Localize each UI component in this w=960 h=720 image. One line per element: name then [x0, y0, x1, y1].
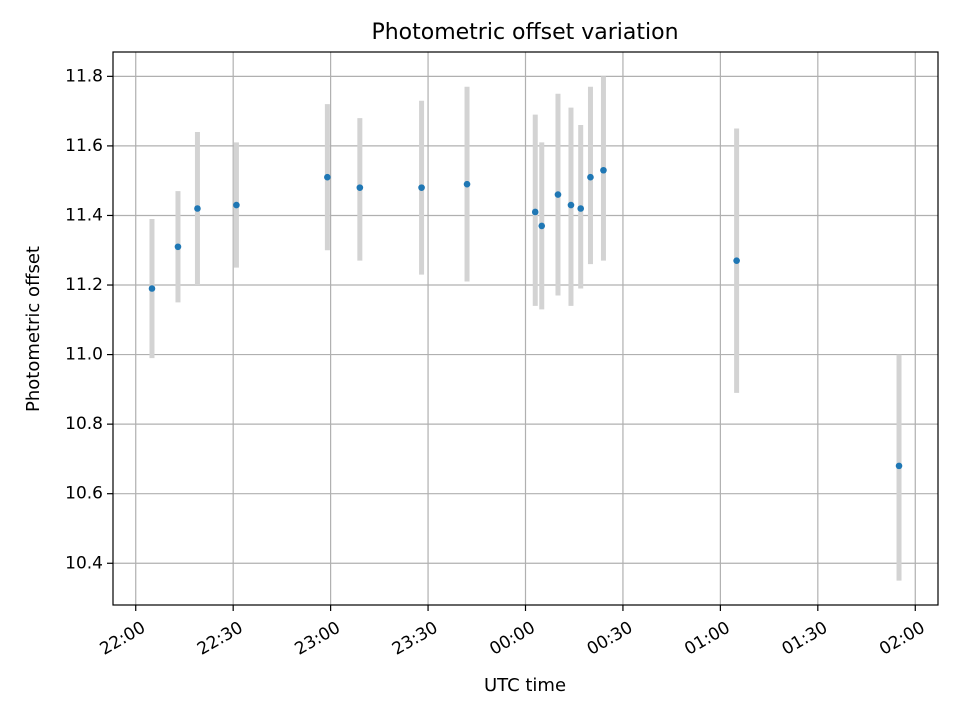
grid-lines [113, 52, 938, 605]
data-point [531, 208, 539, 216]
y-tick-label: 11.0 [65, 345, 103, 365]
data-point [418, 184, 425, 191]
data-point [600, 166, 607, 174]
data-point [194, 205, 201, 212]
y-tick-label: 11.4 [65, 205, 103, 225]
data-point [148, 285, 156, 292]
data-point [577, 205, 585, 212]
y-tick-label: 11.6 [65, 136, 103, 156]
chart-title: Photometric offset variation [371, 20, 678, 45]
data-point [463, 180, 471, 188]
y-tick-label: 10.6 [65, 484, 103, 504]
data-point [554, 191, 562, 198]
data-point [587, 173, 594, 181]
y-axis-ticks: 10.4 10.6 10.8 11.0 11.2 11.4 11.6 11.8 [65, 66, 113, 573]
y-tick-label: 11.2 [65, 275, 103, 295]
data-point [233, 201, 240, 209]
data-point [356, 184, 364, 191]
y-tick-label: 10.8 [65, 414, 103, 434]
y-axis-label: Photometric offset [23, 246, 44, 412]
data-point [567, 201, 575, 209]
data-point [733, 257, 740, 264]
y-tick-label: 11.8 [65, 66, 103, 86]
data-point [174, 243, 182, 251]
data-point [538, 222, 546, 230]
data-points [148, 166, 903, 470]
data-point [324, 173, 331, 181]
data-point [895, 462, 903, 470]
x-axis-label: UTC time [484, 675, 566, 696]
y-tick-label: 10.4 [65, 553, 103, 573]
